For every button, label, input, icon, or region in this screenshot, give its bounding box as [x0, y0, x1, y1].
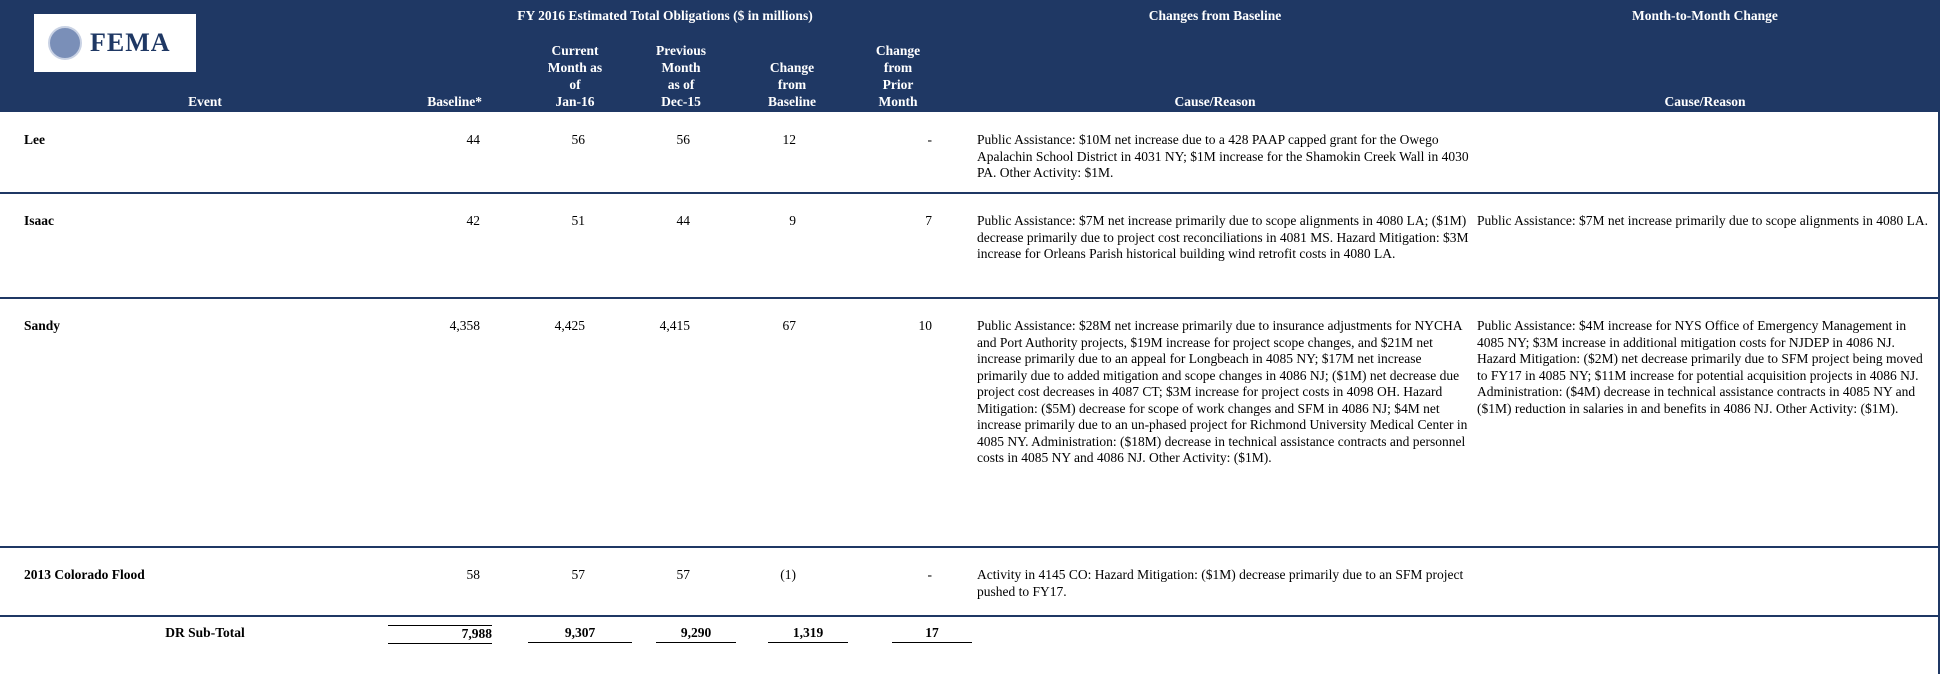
event-name: Lee: [24, 132, 45, 147]
event-name: Isaac: [24, 213, 54, 228]
value-cell: 57: [571, 567, 586, 582]
value-cell: -: [927, 567, 933, 582]
column-label-line: Baseline*: [427, 94, 482, 109]
value-cell: (1): [780, 567, 796, 582]
column-label: Change from Prior Month: [838, 42, 958, 110]
subtotal-value: 1,319: [768, 625, 848, 643]
value-cell: 12: [782, 132, 797, 147]
event-name: 2013 Colorado Flood: [24, 567, 145, 582]
header-band: [0, 0, 1940, 112]
column-label-line: from: [883, 60, 913, 75]
row-separator: [0, 615, 1940, 617]
value-cell: -: [927, 132, 933, 147]
column-label: Event: [105, 93, 305, 110]
column-label: Cause/Reason: [1490, 93, 1920, 110]
column-label-line: Change: [769, 60, 815, 75]
column-label: Cause/Reason: [1000, 93, 1430, 110]
cause-text: Public Assistance: $7M net increase prim…: [977, 213, 1469, 261]
column-label-line: Prior: [882, 77, 914, 92]
cause-text: Public Assistance: $28M net increase pri…: [977, 318, 1468, 465]
event-name: Sandy: [24, 318, 61, 333]
logo-seal: [48, 26, 82, 60]
subtotal-value: 7,988: [388, 625, 492, 644]
cause-text: Public Assistance: $10M net increase due…: [977, 132, 1469, 180]
column-label-line: Jan-16: [555, 94, 595, 109]
value-cell: 56: [676, 132, 691, 147]
column-label: Previous Month as of Dec-15: [621, 42, 741, 110]
month-cause-text: Public Assistance: $7M net increase prim…: [1477, 213, 1929, 228]
value-cell: 7: [925, 213, 932, 228]
column-label-line: Event: [188, 94, 222, 109]
subtotal-label: DR Sub-Total: [165, 625, 245, 640]
value-cell: 44: [466, 132, 481, 147]
changes-title: Changes from Baseline: [1148, 8, 1282, 23]
value-cell: 51: [571, 213, 586, 228]
group-title: FY 2016 Estimated Total Obligations ($ i…: [517, 8, 813, 23]
row-separator: [0, 297, 1940, 299]
value-cell: 67: [782, 318, 797, 333]
column-label-line: Month: [878, 94, 918, 109]
column-label: Current Month as of Jan-16: [515, 42, 635, 110]
column-label-line: Dec-15: [661, 94, 701, 109]
row-separator: [0, 546, 1940, 548]
right-border: [1938, 112, 1940, 674]
logo-text: FEMA: [90, 28, 171, 57]
month-title: Month-to-Month Change: [1632, 8, 1778, 23]
column-label-line: Cause/Reason: [1174, 94, 1256, 109]
cause-text: Activity in 4145 CO: Hazard Mitigation: …: [977, 567, 1464, 599]
logo: FEMA: [34, 14, 196, 72]
column-label-line: of: [569, 77, 581, 92]
value-cell: 4,425: [554, 318, 585, 333]
value-cell: 4,358: [449, 318, 480, 333]
value-cell: 9: [789, 213, 796, 228]
column-label-line: from: [777, 77, 807, 92]
subtotal-value: 9,307: [528, 625, 632, 643]
column-label: Baseline*: [400, 93, 482, 110]
value-cell: 58: [466, 567, 481, 582]
value-cell: 57: [676, 567, 691, 582]
value-cell: 42: [466, 213, 481, 228]
column-label-line: Month: [661, 60, 701, 75]
subtotal-value: 17: [892, 625, 972, 643]
subtotal-value: 9,290: [656, 625, 736, 643]
column-label-line: Month as: [547, 60, 603, 75]
column-label-line: Cause/Reason: [1664, 94, 1746, 109]
column-label-line: Change: [875, 43, 921, 58]
column-label: Change from Baseline: [732, 59, 852, 110]
column-label-line: as of: [667, 77, 695, 92]
column-label-line: Current: [551, 43, 599, 58]
column-label-line: Previous: [656, 43, 706, 58]
row-separator: [0, 192, 1940, 194]
month-cause-text: Public Assistance: $4M increase for NYS …: [1477, 318, 1923, 416]
value-cell: 10: [918, 318, 933, 333]
value-cell: 44: [676, 213, 691, 228]
column-label-line: Baseline: [767, 94, 816, 109]
value-cell: 4,415: [659, 318, 690, 333]
value-cell: 56: [571, 132, 586, 147]
